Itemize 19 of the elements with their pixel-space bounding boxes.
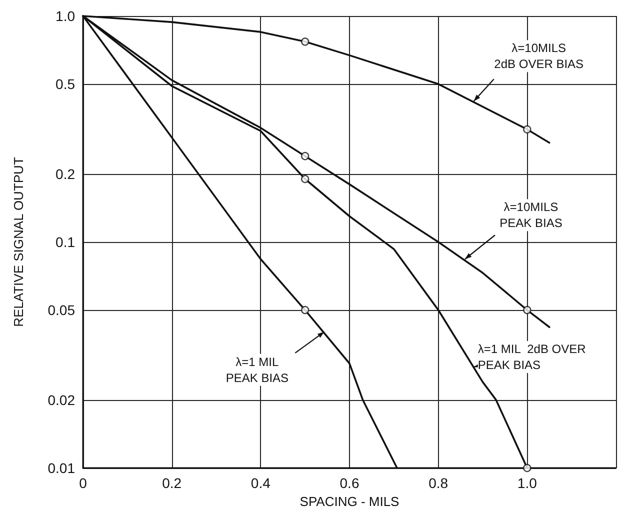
y-tick-label: 0.05 [48, 302, 76, 318]
x-tick-label: 0.2 [162, 475, 182, 491]
y-tick-label: 1.0 [56, 8, 76, 24]
x-tick-label: 0.8 [428, 475, 448, 491]
y-tick-label: 0.5 [56, 76, 76, 92]
annotation: λ=10MILS PEAK BIAS [500, 200, 562, 230]
x-tick-label: 0.4 [250, 475, 271, 491]
annotation: λ=10MILS 2dB OVER BIAS [494, 41, 584, 72]
y-tick-label: 0.2 [56, 166, 76, 182]
y-tick-label: 0.02 [48, 392, 76, 408]
x-tick-label: 0 [79, 475, 88, 491]
x-tick-label: 1.0 [517, 475, 538, 491]
x-tick-label: 0.6 [340, 475, 360, 491]
y-tick-label: 0.1 [56, 234, 76, 250]
y-axis-title: RELATIVE SIGNAL OUTPUT [11, 157, 26, 327]
x-axis-title: SPACING - MILS [300, 494, 400, 509]
annotation: λ=1 MIL PEAK BIAS [226, 354, 289, 385]
annotation: λ=1 MIL 2dB OVER PEAK BIAS [478, 342, 586, 372]
y-tick-label: 0.01 [48, 460, 76, 476]
